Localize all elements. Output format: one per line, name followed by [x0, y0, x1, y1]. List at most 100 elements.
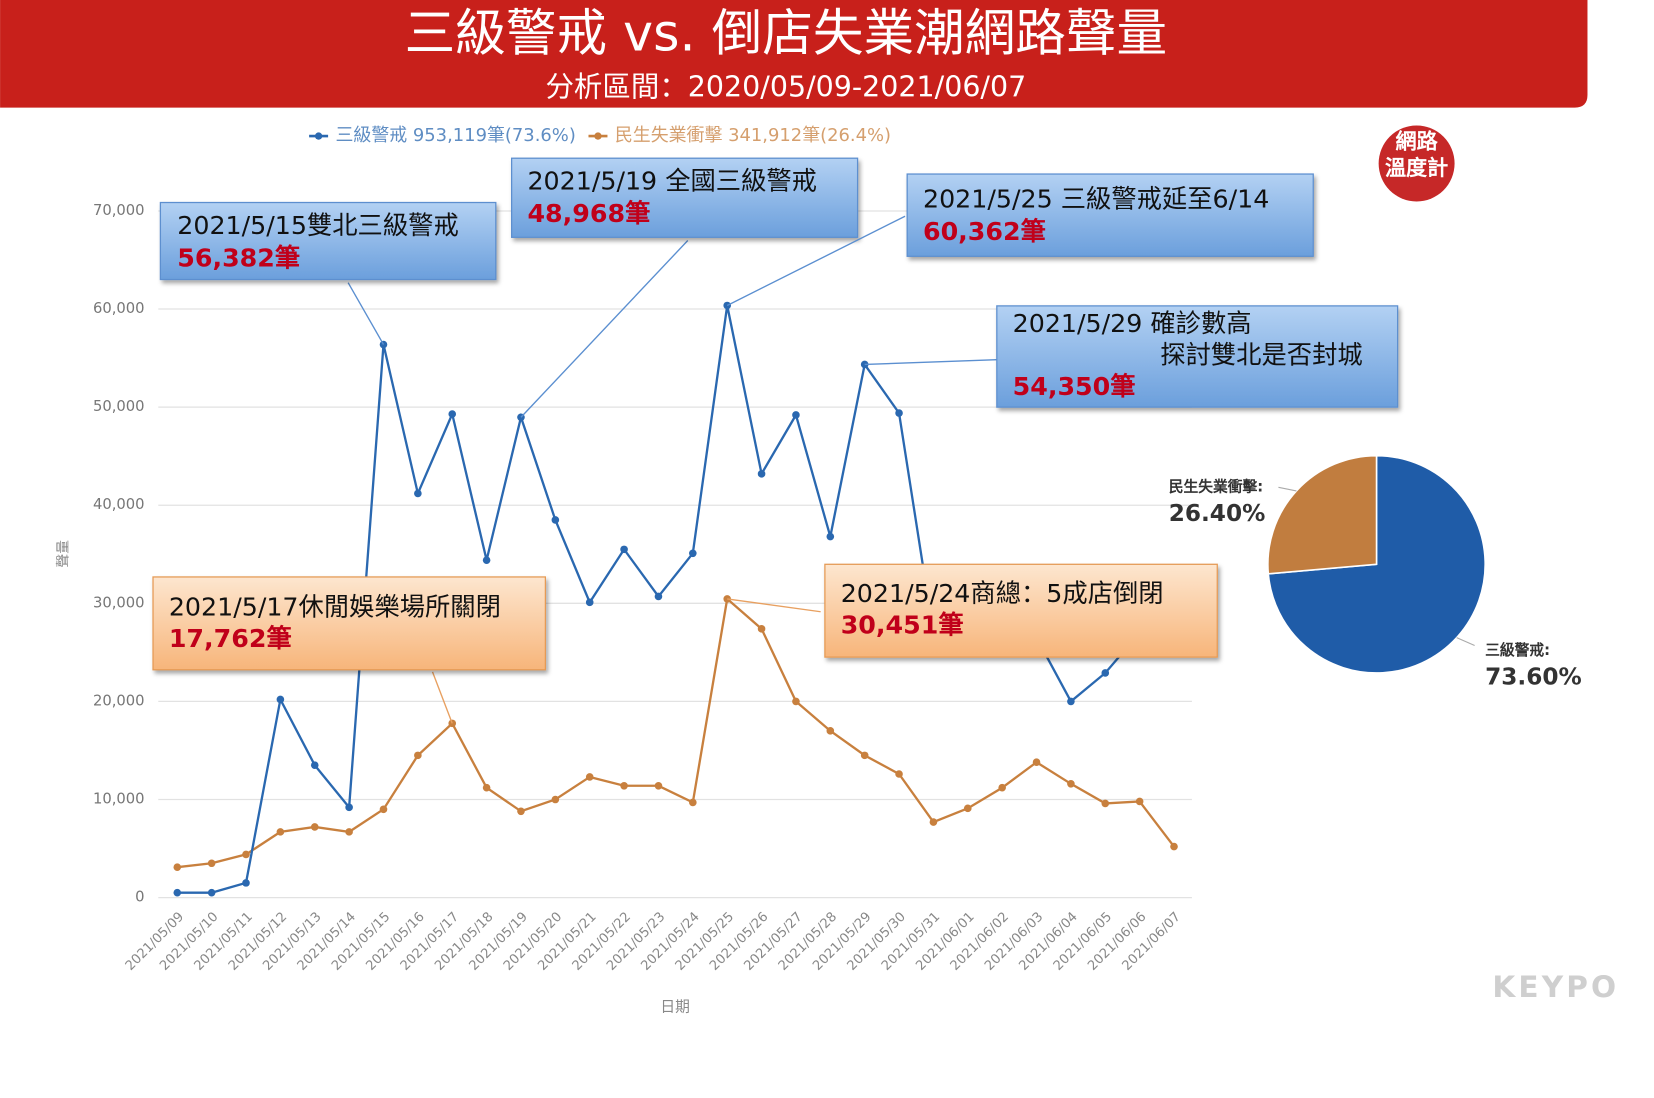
annotation-text: 2021/5/17休閒娛樂場所關閉: [169, 593, 501, 622]
annotation-text: 2021/5/25 三級警戒延至6/14: [923, 184, 1269, 213]
data-point: [1101, 669, 1110, 677]
data-point: [792, 411, 800, 419]
y-tick-label: 60,000: [93, 300, 145, 317]
legend-swatch: [594, 132, 602, 140]
data-point: [173, 863, 182, 871]
annotation-text: 2021/5/15雙北三級警戒: [177, 211, 459, 240]
logo-text: 網路: [1396, 128, 1439, 153]
y-tick-label: 20,000: [93, 692, 145, 709]
data-point: [242, 879, 250, 887]
annotation-box: [159, 201, 497, 281]
legend-label: 民生失業衝擊 341,912筆(26.4%): [615, 125, 891, 146]
pie-label: 民生失業衝擊:: [1169, 477, 1263, 495]
data-point: [689, 549, 697, 558]
data-point: [895, 409, 903, 417]
annotation-text: 探討雙北是否封城: [1160, 341, 1362, 370]
data-point: [689, 798, 697, 807]
data-point: [310, 823, 319, 831]
data-point: [414, 751, 422, 760]
annotation-value: 30,451筆: [841, 611, 964, 640]
data-point: [757, 625, 766, 633]
data-point: [448, 410, 457, 418]
y-tick-label: 50,000: [93, 398, 145, 415]
pie-value-label: 26.40%: [1169, 500, 1266, 527]
data-point: [620, 781, 628, 790]
data-point: [517, 807, 525, 816]
data-point: [379, 805, 388, 814]
x-axis-label: 日期: [660, 998, 690, 1015]
series-line: [177, 596, 1175, 869]
y-tick-label: 30,000: [93, 594, 145, 611]
data-point: [173, 888, 182, 897]
chart-subtitle: 分析區間：2020/05/09-2021/06/07: [545, 71, 1026, 104]
annotation-box: [906, 173, 1314, 257]
annotation-value: 48,968筆: [527, 199, 650, 228]
logo-text: 溫度計: [1385, 155, 1448, 180]
data-point: [826, 532, 835, 541]
data-point: [1101, 799, 1110, 808]
y-axis-label: 聲量: [54, 540, 71, 568]
annotation-connector: [347, 282, 385, 345]
annotation-text: 2021/5/24商總：5成店倒閉: [841, 579, 1164, 608]
legend-label: 三級警戒 953,119筆(73.6%): [335, 125, 575, 146]
data-point: [860, 751, 869, 760]
data-point: [551, 795, 560, 804]
annotation-value: 56,382筆: [177, 243, 300, 272]
chart-title: 三級警戒 vs. 倒店失業潮網路聲量: [405, 3, 1168, 62]
pie-label: 三級警戒:: [1485, 641, 1550, 659]
annotation-connector: [726, 215, 906, 307]
data-point: [757, 470, 766, 478]
data-point: [482, 783, 491, 792]
data-point: [276, 828, 285, 836]
annotation-connector: [431, 671, 453, 724]
data-point: [1170, 842, 1178, 851]
y-tick-label: 40,000: [93, 496, 145, 513]
annotation-value: 54,350筆: [1013, 372, 1136, 401]
data-point: [207, 859, 216, 868]
data-point: [654, 592, 663, 601]
annotation-text: 2021/5/19 全國三級警戒: [527, 166, 817, 195]
data-point: [414, 489, 422, 498]
data-point: [585, 773, 594, 781]
data-point: [207, 888, 216, 897]
pie-leader: [1456, 637, 1475, 646]
annotation-text: 2021/5/29 確診數高: [1013, 309, 1252, 338]
pie-value-label: 73.60%: [1485, 664, 1582, 691]
legend-swatch: [314, 132, 323, 140]
y-tick-label: 70,000: [93, 202, 145, 219]
annotation-value: 17,762筆: [169, 624, 292, 653]
title-bar: [0, 0, 1588, 108]
data-point: [963, 804, 972, 813]
annotation-connector: [520, 240, 689, 418]
pie-leader: [1278, 486, 1297, 492]
annotation-box: [996, 305, 1399, 408]
data-point: [276, 695, 285, 704]
annotation-value: 60,362筆: [923, 217, 1046, 246]
y-tick-label: 0: [135, 889, 144, 906]
pie-slice: [1267, 454, 1378, 575]
logo-badge: [1378, 125, 1455, 202]
annotation-connector: [864, 358, 997, 366]
data-point: [551, 516, 560, 524]
y-tick-label: 10,000: [93, 791, 145, 808]
data-point: [895, 770, 903, 778]
data-point: [929, 818, 938, 826]
brand: KEYPO: [1492, 970, 1619, 1004]
annotation-box: [510, 157, 859, 238]
annotation-box: [824, 563, 1218, 658]
annotation-box: [152, 576, 547, 671]
data-point: [585, 598, 594, 607]
data-point: [345, 803, 353, 812]
data-point: [826, 727, 835, 735]
data-point: [310, 761, 319, 769]
data-point: [482, 556, 491, 564]
data-point: [1135, 797, 1144, 806]
data-point: [242, 850, 250, 859]
annotation-connector: [727, 598, 821, 613]
data-point: [1067, 697, 1075, 706]
data-point: [1067, 780, 1075, 788]
data-point: [654, 781, 663, 790]
data-point: [792, 697, 800, 706]
data-point: [620, 545, 628, 554]
